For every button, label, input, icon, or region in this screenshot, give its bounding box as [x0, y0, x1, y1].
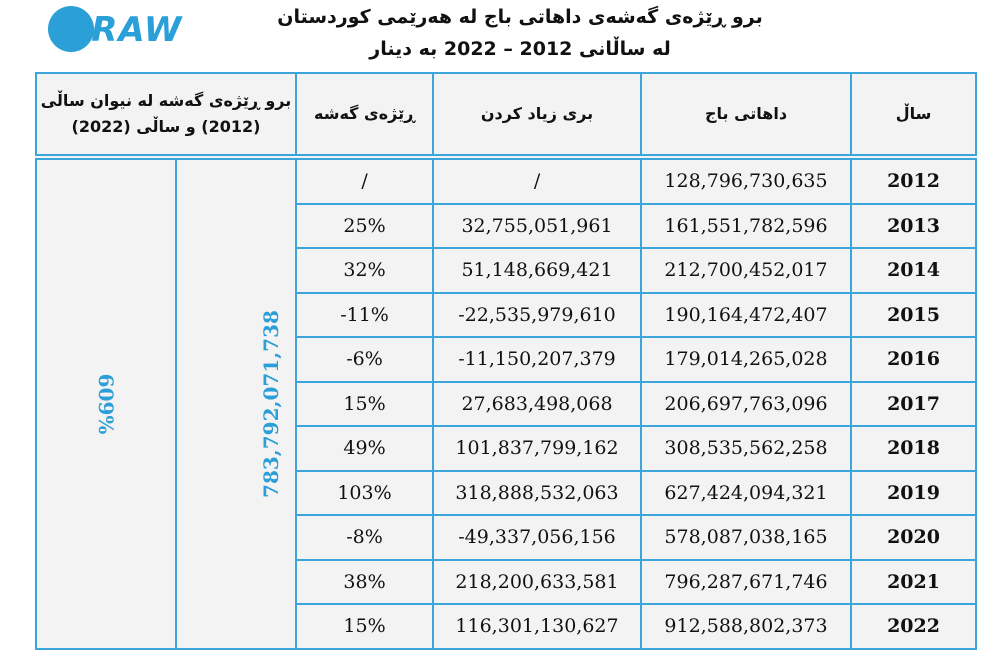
cell: 206,697,763,096 [640, 380, 853, 427]
cell: 2012 [850, 156, 978, 205]
cell: 2014 [850, 247, 978, 294]
cell: 2021 [850, 558, 978, 605]
merged-cell: %609 [35, 156, 177, 650]
header-cell: برو ڕێژەی گەشە لە نیوان ساڵی (2012) و سا… [34, 72, 298, 158]
cell: 179,014,265,028 [640, 336, 853, 383]
cell: 318,888,532,063 [432, 469, 643, 516]
cell: 32% [295, 247, 435, 294]
table-row: -11% -22,535,979,610 190,164,472,407 2015 [36, 291, 978, 338]
cell: / [295, 156, 435, 205]
header-cell: بری زیاد کردن [432, 72, 643, 158]
cell: 578,087,038,165 [640, 514, 853, 561]
cell: 627,424,094,321 [640, 469, 853, 516]
table-row: 25% 32,755,051,961 161,551,782,596 2013 [36, 202, 978, 249]
cell: 2013 [850, 202, 978, 249]
logo-text: DRAW [62, 10, 183, 50]
header-cell: داهاتی باج [640, 72, 853, 158]
cell: 2022 [850, 603, 978, 650]
logo: DRAW [48, 6, 188, 54]
cell: 51,148,669,421 [432, 247, 643, 294]
cell: 116,301,130,627 [432, 603, 643, 650]
cell: 32,755,051,961 [432, 202, 643, 249]
cell: 25% [295, 202, 435, 249]
table-row: 38% 218,200,633,581 796,287,671,746 2021 [36, 558, 978, 605]
header-cell: ساڵ [850, 72, 978, 158]
table-row: -8% -49,337,056,156 578,087,038,165 2020 [36, 514, 978, 561]
cell: 15% [295, 603, 435, 650]
table-row: 49% 101,837,799,162 308,535,562,258 2018 [36, 425, 978, 472]
cell: / [432, 156, 643, 205]
merged-value: 783,792,071,738 [258, 309, 283, 498]
cell: 218,200,633,581 [432, 558, 643, 605]
cell: 2016 [850, 336, 978, 383]
cell: 15% [295, 380, 435, 427]
table-row: %609 783,792,071,738//128,796,730,635 2012 [35, 156, 978, 650]
cell: -8% [295, 514, 435, 561]
data-table: برو ڕێژەی گەشە لە نیوان ساڵی (2012) و سا… [34, 72, 978, 650]
table-row: -6% -11,150,207,379 179,014,265,028 2016 [36, 336, 978, 383]
cell: 2015 [850, 291, 978, 338]
cell: 161,551,782,596 [640, 202, 853, 249]
table-row: 32% 51,148,669,421 212,700,452,017 2014 [36, 247, 978, 294]
cell: 2017 [850, 380, 978, 427]
cell: -6% [295, 336, 435, 383]
merged-cell: 783,792,071,738 [174, 156, 298, 650]
cell: 103% [295, 469, 435, 516]
cell: 27,683,498,068 [432, 380, 643, 427]
cell: 2019 [850, 469, 978, 516]
cell: 38% [295, 558, 435, 605]
title: برو ڕێژەی گەشەی داهاتی باج لە هەرێمی کور… [277, 6, 763, 28]
cell: -49,337,056,156 [432, 514, 643, 561]
cell: 190,164,472,407 [640, 291, 853, 338]
cell: -11% [295, 291, 435, 338]
cell: 101,837,799,162 [432, 425, 643, 472]
cell: 796,287,671,746 [640, 558, 853, 605]
cell: 212,700,452,017 [640, 247, 853, 294]
merged-value: %609 [93, 373, 118, 435]
cell: 912,588,802,373 [640, 603, 853, 650]
cell: -22,535,979,610 [432, 291, 643, 338]
cell: 2020 [850, 514, 978, 561]
table-row: 15% 116,301,130,627 912,588,802,373 2022 [36, 603, 978, 650]
cell: -11,150,207,379 [432, 336, 643, 383]
subtitle: لە ساڵانی 2012 – 2022 بە دینار [369, 38, 671, 60]
table-row: 15% 27,683,498,068 206,697,763,096 2017 [36, 380, 978, 427]
header-cell: ڕێژەی گەشە [295, 72, 435, 158]
cell: 128,796,730,635 [640, 156, 853, 205]
cell: 308,535,562,258 [640, 425, 853, 472]
table-row: 103% 318,888,532,063 627,424,094,321 2019 [36, 469, 978, 516]
cell: 2018 [850, 425, 978, 472]
cell: 49% [295, 425, 435, 472]
